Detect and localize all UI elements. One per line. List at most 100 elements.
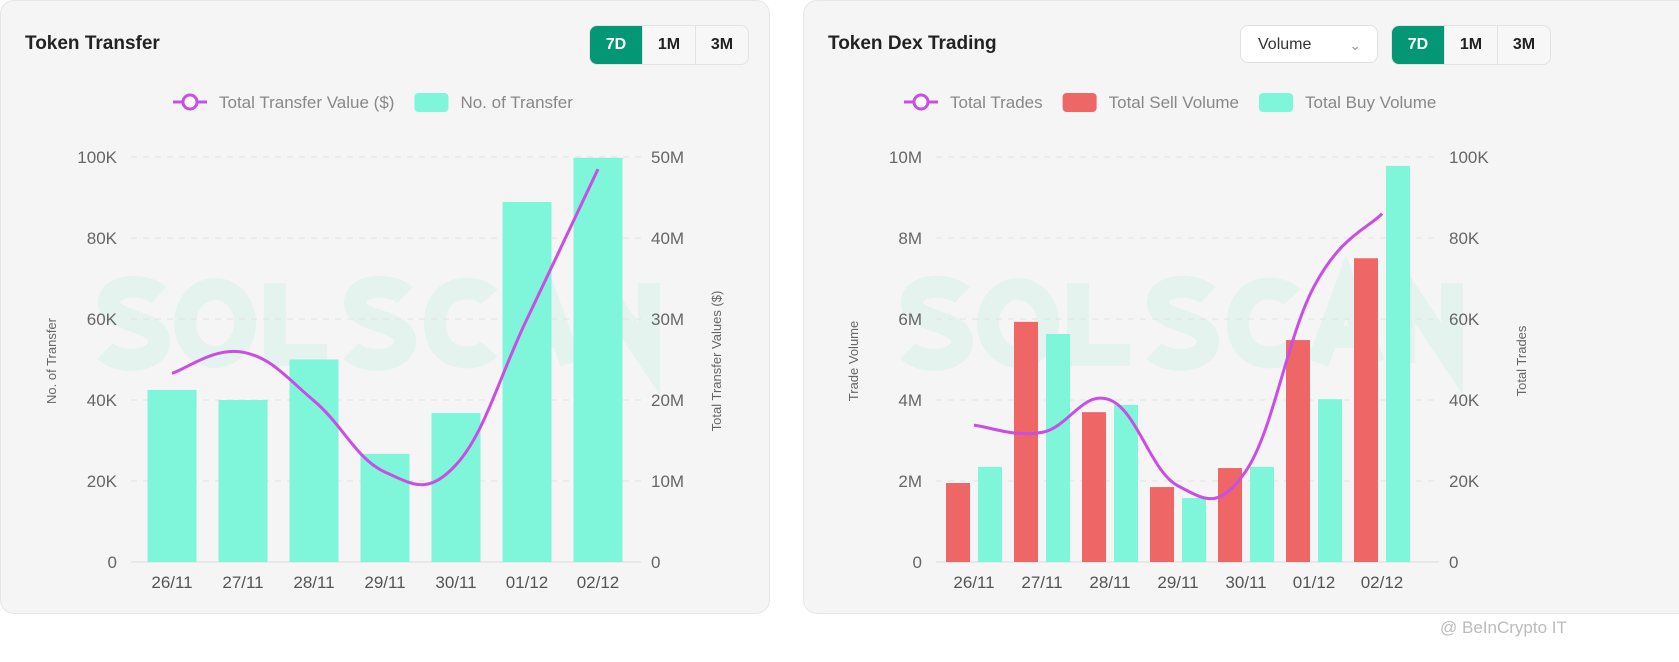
bar-total-buy-volume [1318,399,1342,562]
y2-tick-label: 60K [1449,310,1480,329]
range-1m-button[interactable]: 1M [642,26,695,64]
token-transfer-chart: 0 0 20K 10M 40K 20M 60K 30M 80K 40M 100K 50M No. of … [44,93,724,592]
bar-total-sell-volume [946,483,970,562]
y-tick-label: 60K [87,310,118,329]
range-3m-button[interactable]: 3M [1497,26,1550,64]
legend-swatch-icon [1062,93,1097,112]
watermark-letter-shape [1067,283,1130,366]
watermark-letter-shape [343,275,417,371]
y-tick-label: 0 [108,553,117,572]
bar-no-of-transfer [360,453,410,562]
range-selector: 7D 1M 3M [1391,25,1551,65]
y2-tick-label: 0 [651,553,660,572]
bar-total-buy-volume [978,466,1002,562]
y2-tick-label: 40K [1449,391,1480,410]
bar-total-sell-volume [1014,321,1038,562]
y2-tick-label: 10M [651,472,684,491]
y-axis-title: Trade Volume [846,321,861,401]
bar-total-sell-volume [1354,258,1378,562]
y2-tick-label: 30M [651,310,684,329]
x-tick-label: 02/12 [577,573,620,592]
y-tick-label: 8M [898,229,922,248]
watermark-letter-shape [900,275,974,371]
bar-total-sell-volume [1286,340,1310,562]
card-title: Token Dex Trading [828,33,997,54]
watermark-letter-shape [423,277,498,369]
x-tick-label: 28/11 [293,573,334,592]
source-watermark: @ BeInCrypto IT [1440,618,1567,637]
y-tick-label: 10M [889,148,922,167]
legend-label: Total Sell Volume [1109,93,1239,112]
watermark-letter-shape [1146,275,1220,371]
x-tick-label: 30/11 [1225,573,1266,592]
y2-tick-label: 20M [651,391,684,410]
watermark-letter-shape [97,275,171,371]
bar-no-of-transfer [218,400,268,562]
y-tick-label: 6M [898,310,922,329]
line-total-trades [973,212,1384,501]
bar-total-sell-volume [1150,487,1174,562]
y2-tick-label: 40M [651,229,684,248]
range-1m-button[interactable]: 1M [1444,26,1497,64]
legend-label: No. of Transfer [460,93,573,112]
x-tick-label: 27/11 [1021,573,1062,592]
legend-label: Total Trades [950,93,1043,112]
x-tick-label: 27/11 [222,573,263,592]
x-tick-label: 29/11 [1157,573,1198,592]
legend-swatch-icon [414,93,449,112]
y-tick-label: 40K [87,391,118,410]
y2-tick-label: 80K [1449,229,1480,248]
bar-total-sell-volume [1082,412,1106,562]
watermark-letter-shape [264,283,327,366]
legend-line-icon [181,93,199,111]
watermark-letter-shape [1393,250,1463,396]
y-tick-label: 0 [913,553,922,572]
x-tick-label: 28/11 [1089,573,1130,592]
y2-tick-label: 100K [1449,148,1489,167]
x-tick-label: 01/12 [506,573,549,592]
range-selector: 7D 1M 3M [589,25,749,65]
y-axis-title: No. of Transfer [44,317,59,404]
bar-no-of-transfer [289,359,339,562]
legend-label: Total Transfer Value ($) [219,93,394,112]
x-tick-label: 29/11 [364,573,405,592]
metric-select-value: Volume [1258,36,1312,53]
x-tick-label: 26/11 [151,573,192,592]
range-7d-button[interactable]: 7D [1392,26,1444,64]
bar-no-of-transfer [147,389,197,562]
bar-total-buy-volume [1114,404,1138,562]
legend-label: Total Buy Volume [1305,93,1436,112]
chevron-down-icon: ⌄ [1349,37,1361,53]
y-tick-label: 100K [77,148,117,167]
y2-axis-title: Total Transfer Values ($) [709,291,724,432]
y2-tick-label: 50M [651,148,684,167]
solscan-watermark-logo [97,250,660,396]
y-tick-label: 4M [898,391,922,410]
x-tick-label: 26/11 [953,573,994,592]
bar-total-buy-volume [1250,466,1274,562]
bar-total-buy-volume [1386,165,1410,562]
watermark-letter-shape [1226,277,1301,369]
token-dex-trading-card: Token Dex Trading Volume ⌄ 7D 1M 3M 0 0 2M… [803,0,1679,614]
y2-axis-title: Total Trades [1514,325,1529,396]
range-3m-button[interactable]: 3M [695,26,748,64]
x-tick-label: 02/12 [1361,573,1404,592]
token-dex-trading-chart: 0 0 2M 20K 4M 40K 6M 60K 8M 80K 10M 100K Trade Volum… [846,93,1529,592]
line-total-transfer-value- [171,168,600,487]
legend-line-icon [912,93,930,111]
y2-tick-label: 20K [1449,472,1480,491]
range-7d-button[interactable]: 7D [590,26,642,64]
bar-no-of-transfer [431,412,481,562]
x-tick-label: 30/11 [435,573,476,592]
y-tick-label: 20K [87,472,118,491]
metric-select[interactable]: Volume ⌄ [1240,25,1378,63]
bar-total-buy-volume [1046,333,1070,562]
card-title: Token Transfer [25,33,160,54]
token-transfer-card: Token Transfer 7D 1M 3M 0 0 20K 10M 40K 20M 60… [0,0,770,614]
y-tick-label: 2M [898,472,922,491]
bar-no-of-transfer [502,201,552,562]
y2-tick-label: 0 [1449,553,1458,572]
watermark-letter-shape [174,278,257,368]
bar-total-buy-volume [1182,498,1206,562]
x-tick-label: 01/12 [1293,573,1336,592]
